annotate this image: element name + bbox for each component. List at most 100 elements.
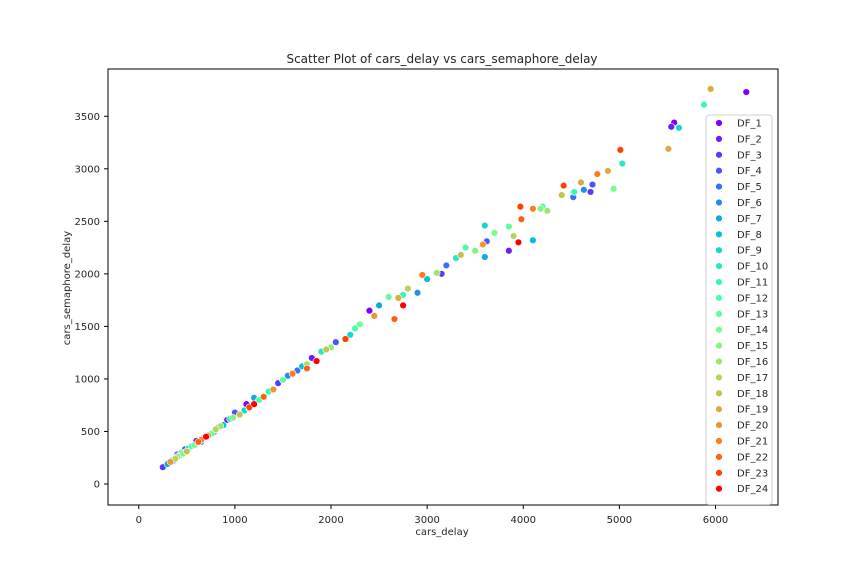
x-tick-label: 2000 (318, 515, 343, 526)
legend-item: DF_7 (715, 214, 762, 225)
data-point (356, 320, 364, 328)
legend-item: DF_17 (715, 373, 768, 384)
legend-label: DF_12 (737, 293, 768, 304)
legend-item: DF_14 (715, 325, 768, 336)
legend-item: DF_9 (715, 246, 762, 257)
data-point (384, 293, 393, 301)
data-point (260, 393, 268, 401)
x-tick-label: 0 (136, 515, 142, 526)
legend-label: DF_8 (737, 230, 762, 241)
legend-label: DF_6 (737, 198, 762, 209)
legend-label: DF_1 (737, 119, 762, 130)
y-tick-label: 3000 (75, 164, 100, 175)
legend-item: DF_2 (715, 134, 762, 145)
legend-label: DF_5 (737, 182, 762, 193)
legend-marker (715, 262, 723, 270)
data-point (577, 178, 585, 187)
legend-label: DF_9 (737, 246, 762, 257)
data-point (536, 205, 545, 213)
legend-marker (715, 389, 723, 397)
data-point (664, 145, 673, 153)
data-point (604, 167, 612, 175)
data-point (700, 101, 708, 109)
series-df-18 (183, 191, 566, 456)
legend-marker (715, 469, 723, 477)
data-point (471, 247, 479, 255)
legend-marker (715, 151, 723, 159)
legend-label: DF_3 (737, 150, 762, 161)
y-tick-label: 2500 (75, 217, 100, 228)
data-point (322, 345, 330, 354)
legend-label: DF_14 (737, 325, 768, 336)
data-point (166, 458, 175, 466)
legend-item: DF_12 (715, 293, 768, 304)
x-tick-label: 1000 (222, 515, 247, 526)
data-point (588, 180, 597, 189)
data-point (194, 438, 203, 446)
legend-item: DF_4 (715, 166, 762, 177)
legend-item: DF_21 (715, 437, 768, 448)
data-point (490, 229, 499, 237)
series-df-24 (202, 238, 523, 441)
legend: DF_1 DF_2 DF_3 DF_4 DF_5 DF_6 DF_7 DF_8 DF_9 DF_1… (705, 114, 773, 506)
data-point (183, 447, 191, 456)
y-tick-label: 1000 (75, 374, 100, 385)
data-point (250, 400, 258, 408)
legend-label: DF_11 (737, 278, 768, 289)
legend-label: DF_4 (737, 166, 762, 177)
y-tick-label: 3500 (75, 112, 100, 123)
legend-marker (715, 357, 723, 366)
data-point (457, 251, 465, 259)
legend-marker (715, 119, 723, 127)
data-point (479, 240, 487, 249)
legend-marker (715, 453, 723, 461)
series-df-22 (194, 215, 526, 446)
legend-marker (715, 310, 723, 318)
legend-item: DF_8 (715, 230, 762, 241)
data-point (202, 433, 210, 441)
legend-label: DF_10 (737, 262, 768, 273)
data-point (559, 181, 568, 190)
legend-marker (715, 437, 723, 445)
legend-marker (715, 167, 723, 175)
legend-marker (715, 405, 723, 413)
data-point (269, 385, 278, 394)
x-tick-label: 4000 (511, 515, 536, 526)
data-point (580, 186, 588, 194)
legend-label: DF_23 (737, 468, 768, 479)
legend-marker (715, 246, 723, 254)
legend-item: DF_23 (715, 468, 768, 479)
axes: 0 1000 2000 3000 4000 5000 6000 0 500 1000 1500 200… (75, 68, 779, 526)
chart-title: Scatter Plot of cars_delay vs cars_semap… (286, 52, 597, 66)
y-tick-label: 500 (81, 427, 100, 438)
legend-marker (715, 278, 723, 286)
legend-label: DF_19 (737, 405, 768, 416)
legend-item: DF_13 (715, 309, 768, 320)
legend-marker (715, 198, 723, 207)
data-point (423, 275, 431, 283)
data-point (517, 215, 526, 223)
legend-marker (715, 485, 723, 493)
y-axis-title: cars_semaphore_delay (62, 231, 73, 345)
x-tick-label: 6000 (703, 515, 728, 526)
legend-marker (715, 421, 723, 429)
legend-box (705, 114, 773, 506)
plot-frame (107, 68, 779, 506)
legend-marker (715, 230, 723, 239)
plot-area (108, 69, 778, 505)
legend-label: DF_20 (737, 421, 768, 432)
legend-marker (715, 214, 723, 223)
y-tick-label: 1500 (75, 322, 100, 333)
data-point (235, 410, 244, 419)
legend-item: DF_5 (715, 182, 762, 193)
series-df-8 (175, 236, 537, 460)
data-point (667, 123, 675, 131)
data-point (616, 146, 625, 154)
legend-label: DF_13 (737, 309, 768, 320)
data-point (303, 364, 311, 373)
legend-label: DF_24 (737, 484, 768, 495)
data-point (365, 306, 374, 315)
data-point (558, 191, 566, 199)
